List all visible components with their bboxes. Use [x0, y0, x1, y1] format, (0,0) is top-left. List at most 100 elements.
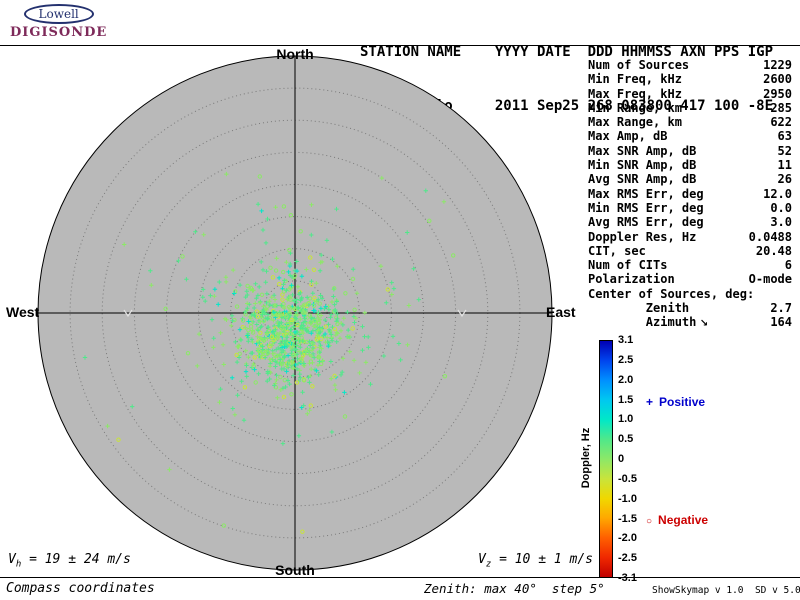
source-point [279, 325, 284, 331]
source-point [221, 523, 227, 528]
source-point [329, 376, 334, 381]
source-point [306, 302, 312, 308]
stats-panel: Num of Sources 1229 Min Freq, kHz 2600 Max F… [588, 58, 792, 330]
source-point [259, 292, 265, 298]
source-point [451, 253, 456, 258]
source-point [342, 414, 348, 419]
source-point [272, 303, 278, 308]
stat-value: 164 [770, 315, 792, 330]
source-point [217, 279, 222, 285]
vh-readout: Vh = 19 ± 24 m/s [8, 552, 131, 570]
source-point [324, 335, 330, 340]
source-point [351, 358, 357, 363]
source-point [287, 381, 292, 387]
source-point [316, 315, 321, 321]
source-point [307, 380, 312, 385]
source-point [305, 351, 310, 356]
source-point [285, 343, 290, 349]
source-point [269, 334, 275, 339]
source-point [224, 317, 229, 322]
source-point [259, 353, 265, 358]
source-point [245, 306, 250, 311]
source-point [254, 322, 259, 327]
source-point [241, 418, 247, 423]
vz-subscript: z [485, 559, 492, 570]
source-point [346, 334, 351, 339]
source-point [264, 331, 270, 336]
source-point [220, 342, 226, 347]
source-point [310, 345, 316, 351]
source-point [284, 314, 289, 319]
stat-value: 6 [784, 258, 792, 273]
source-point [298, 375, 303, 380]
source-point [244, 374, 249, 379]
source-point [270, 351, 275, 356]
source-point [310, 384, 315, 389]
source-point [319, 361, 324, 367]
stat-row: Doppler Res, Hz 0.0488 [588, 230, 792, 244]
stat-label: Center of Sources, deg: [588, 286, 755, 301]
source-point [284, 288, 289, 293]
source-point [257, 284, 262, 290]
source-point [307, 296, 313, 301]
source-point [289, 392, 294, 397]
source-point [267, 302, 273, 308]
source-point [334, 206, 339, 212]
source-point [287, 287, 292, 292]
source-point [265, 316, 271, 321]
source-point [230, 375, 235, 380]
source-point [362, 310, 367, 315]
source-point [332, 382, 338, 388]
source-point [230, 318, 235, 323]
source-point [282, 350, 288, 356]
source-point [341, 316, 346, 321]
source-point [218, 330, 223, 335]
source-point [116, 437, 121, 442]
source-point [337, 336, 343, 341]
stat-row: Max RMS Err, deg 12.0 [588, 187, 792, 201]
source-point [385, 287, 390, 292]
source-point [442, 374, 448, 379]
source-point [317, 349, 322, 355]
source-point [307, 339, 312, 344]
azimuth-arrow-icon: ↘ [696, 318, 709, 330]
source-point [279, 303, 284, 308]
stat-value: O-mode [748, 272, 792, 287]
source-point [283, 384, 288, 390]
source-point [284, 369, 289, 374]
logo-brand: Lowell [38, 7, 79, 21]
source-point [252, 355, 257, 360]
source-point [232, 412, 238, 417]
source-point [257, 174, 263, 179]
source-point [218, 386, 223, 392]
stat-value: 2950 [763, 86, 792, 101]
source-point [288, 261, 293, 267]
stat-row: Min SNR Amp, dB 11 [588, 158, 792, 172]
source-point [294, 300, 299, 305]
source-point [332, 302, 337, 307]
source-point [334, 299, 339, 304]
stat-row: Num of CITs 6 [588, 258, 792, 272]
source-point [266, 328, 272, 333]
source-point [274, 377, 279, 383]
source-point [248, 351, 254, 356]
station-header-line1: STATION NAME YYYY DATE DDD HHMMSS AXN PP… [360, 44, 774, 60]
header-divider [0, 45, 800, 46]
source-point [334, 339, 339, 344]
source-point [287, 295, 293, 300]
source-point [255, 202, 261, 207]
source-point [273, 205, 278, 210]
stat-value: 52 [777, 143, 792, 158]
source-point [224, 171, 229, 177]
source-point [277, 341, 283, 346]
source-point [305, 295, 310, 300]
source-point [295, 320, 301, 325]
source-point [309, 366, 314, 372]
source-point [286, 340, 292, 345]
source-point [270, 330, 276, 336]
source-point [260, 227, 266, 233]
source-point [269, 343, 275, 348]
source-point [311, 303, 317, 308]
version-text: ShowSkymap v 1.0 SD v 5.0 [652, 585, 800, 596]
source-point [310, 360, 315, 365]
